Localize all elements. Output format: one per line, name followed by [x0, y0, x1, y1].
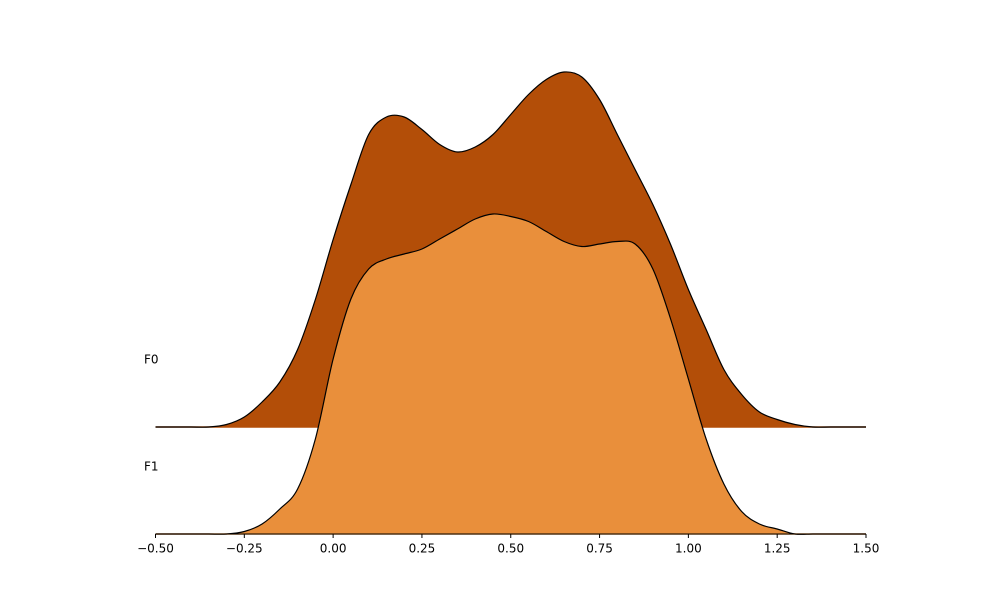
- x-tick-label: 0.50: [497, 542, 524, 556]
- x-tick-label: 0.25: [409, 542, 436, 556]
- ridge-label: F1: [144, 460, 159, 474]
- ridge-line: [155, 71, 866, 428]
- x-tick-label: −0.25: [226, 542, 263, 556]
- x-tick-label: 0.75: [586, 542, 613, 556]
- x-tick-label: 0.00: [320, 542, 347, 556]
- x-tick-label: 1.25: [764, 542, 791, 556]
- x-tick-label: −0.50: [137, 542, 174, 556]
- x-tick-label: 1.50: [853, 542, 880, 556]
- ridge-area: [155, 213, 866, 535]
- ridge-line: [155, 213, 866, 535]
- x-tick-label: 1.00: [675, 542, 702, 556]
- ridge-label: F0: [144, 353, 159, 367]
